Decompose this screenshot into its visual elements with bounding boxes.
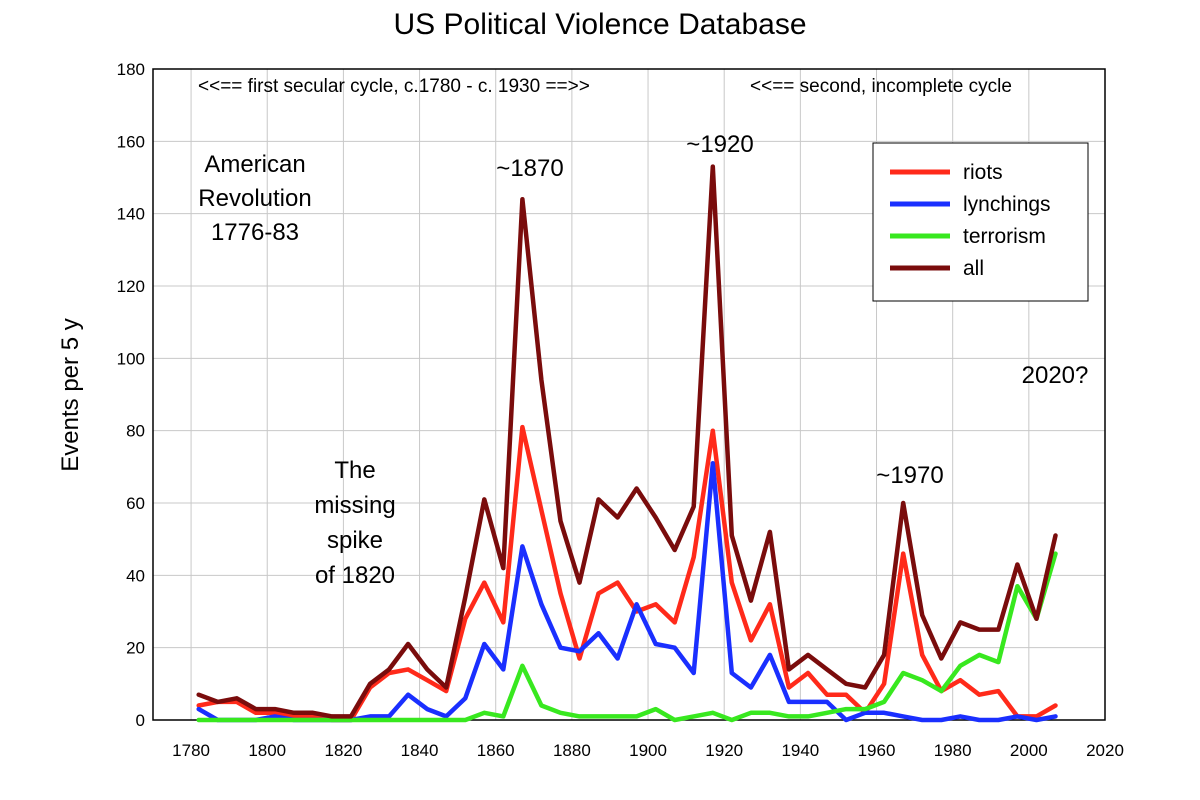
x-tick-label: 1800	[248, 741, 286, 760]
question-2020-annotation: 2020?	[1022, 362, 1089, 389]
legend-box	[872, 142, 1089, 302]
chart-title: US Political Violence Database	[393, 8, 807, 41]
y-tick-label: 0	[136, 711, 145, 730]
revolution-annotation-line1: American	[204, 151, 305, 178]
y-tick-label: 120	[117, 277, 145, 296]
second-cycle-annotation: <<== second, incomplete cycle	[750, 76, 1012, 97]
x-tick-label: 1820	[324, 741, 362, 760]
revolution-annotation-line2: Revolution	[198, 185, 311, 212]
y-tick-label: 100	[117, 349, 145, 368]
x-tick-label: 1860	[477, 741, 515, 760]
legend-label-all: all	[963, 257, 984, 280]
missing-spike-annotation-line1: The	[334, 457, 375, 484]
peak-1870-annotation: ~1870	[496, 155, 563, 182]
peak-1970-annotation: ~1970	[876, 462, 943, 489]
y-tick-label: 180	[117, 60, 145, 79]
legend-label-terrorism: terrorism	[963, 225, 1046, 248]
y-tick-label: 60	[126, 494, 145, 513]
y-tick-label: 40	[126, 566, 145, 585]
x-tick-label: 2020	[1086, 741, 1124, 760]
legend: riots lynchings terrorism all	[872, 142, 1089, 302]
missing-spike-annotation-line3: spike	[327, 527, 383, 554]
first-cycle-annotation: <<== first secular cycle, c.1780 - c. 19…	[198, 76, 590, 97]
y-tick-labels: 0 20 40 60 80 100 120 140 160 180	[117, 60, 145, 730]
plot-frame	[152, 68, 1106, 721]
x-tick-label: 1960	[858, 741, 896, 760]
x-tick-label: 1880	[553, 741, 591, 760]
series-layer	[196, 164, 1058, 723]
series-line-terrorism	[196, 551, 1058, 723]
x-tick-label: 1780	[172, 741, 210, 760]
y-tick-label: 20	[126, 639, 145, 658]
x-tick-label: 1900	[629, 741, 667, 760]
y-tick-label: 140	[117, 205, 145, 224]
x-tick-label: 1840	[401, 741, 439, 760]
legend-label-lynchings: lynchings	[963, 193, 1051, 216]
missing-spike-annotation-line2: missing	[314, 492, 395, 519]
revolution-annotation-line3: 1776-83	[211, 219, 299, 246]
legend-label-riots: riots	[963, 161, 1003, 184]
y-tick-label: 80	[126, 422, 145, 441]
y-axis-label: Events per 5 y	[57, 318, 84, 471]
x-tick-label: 1940	[781, 741, 819, 760]
missing-spike-annotation-line4: of 1820	[315, 562, 395, 589]
x-tick-label: 2000	[1010, 741, 1048, 760]
x-tick-labels: 1780 1800 1820 1840 1860 1880 1900 1920 1940 1960…	[172, 741, 1124, 760]
peak-1920-annotation: ~1920	[686, 131, 753, 158]
x-tick-label: 1920	[705, 741, 743, 760]
series-line-all	[196, 164, 1058, 719]
y-tick-label: 160	[117, 132, 145, 151]
x-tick-label: 1980	[934, 741, 972, 760]
